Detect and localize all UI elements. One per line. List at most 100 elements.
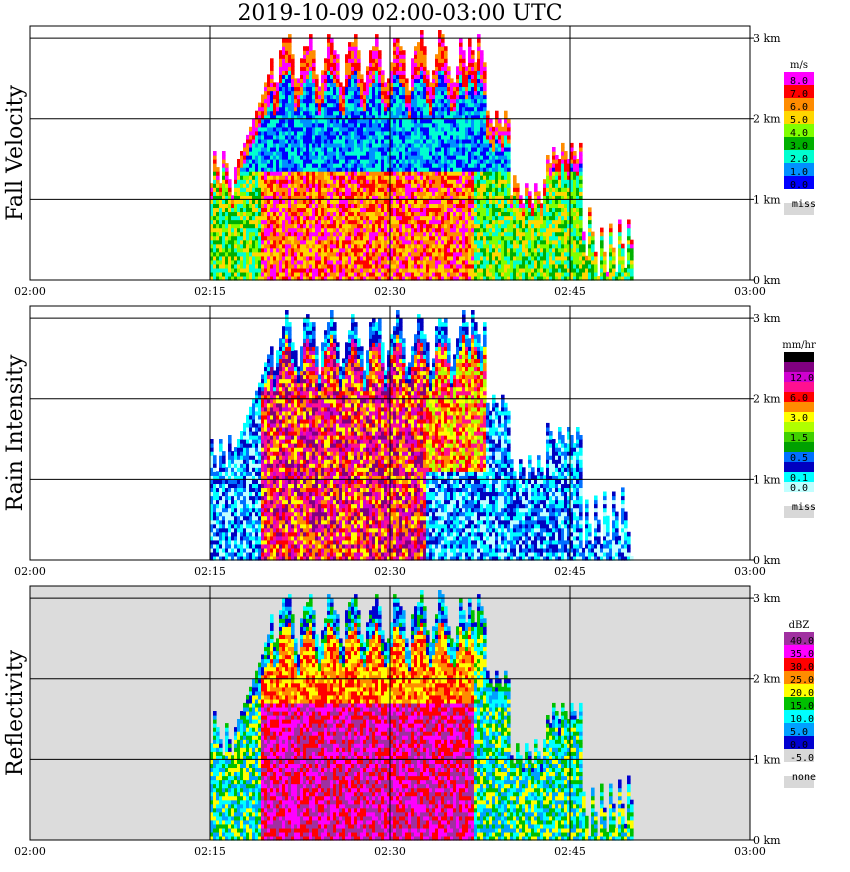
data-cell xyxy=(231,276,235,281)
data-cell xyxy=(228,263,232,269)
data-cell xyxy=(453,187,457,192)
data-cell xyxy=(435,66,439,71)
data-cell xyxy=(213,211,217,217)
data-cell xyxy=(447,239,451,245)
data-cell xyxy=(510,276,514,281)
data-cell xyxy=(408,175,412,180)
data-cell xyxy=(432,171,436,176)
data-cell xyxy=(294,151,298,156)
data-cell xyxy=(267,86,271,92)
data-cell xyxy=(459,147,463,152)
data-cell xyxy=(375,70,379,75)
data-cell xyxy=(351,271,355,277)
data-cell xyxy=(363,159,367,164)
data-cell xyxy=(375,199,379,205)
data-cell xyxy=(441,271,445,277)
data-cell xyxy=(483,130,487,136)
data-cell xyxy=(270,243,274,249)
data-cell xyxy=(249,263,253,269)
data-cell xyxy=(327,271,331,277)
data-cell xyxy=(435,276,439,281)
data-cell xyxy=(465,199,469,205)
data-cell xyxy=(411,267,415,273)
data-cell xyxy=(438,231,442,237)
data-cell xyxy=(303,151,307,156)
data-cell xyxy=(228,187,232,192)
data-cell xyxy=(453,235,457,241)
data-cell xyxy=(390,267,394,273)
data-cell xyxy=(426,259,430,265)
data-cell xyxy=(294,199,298,205)
data-cell xyxy=(456,251,460,257)
data-cell xyxy=(288,239,292,245)
data-cell xyxy=(399,259,403,265)
data-cell xyxy=(486,251,490,257)
data-cell xyxy=(414,276,418,281)
data-cell xyxy=(222,175,226,180)
data-cell xyxy=(213,195,217,200)
data-cell xyxy=(405,219,409,225)
data-cell xyxy=(288,211,292,217)
data-cell xyxy=(441,106,445,112)
data-cell xyxy=(291,271,295,277)
data-cell xyxy=(468,118,472,124)
data-cell xyxy=(402,263,406,269)
data-cell xyxy=(450,267,454,273)
data-cell xyxy=(372,142,376,148)
data-cell xyxy=(369,263,373,269)
data-cell xyxy=(423,142,427,148)
data-cell xyxy=(288,94,292,100)
data-cell xyxy=(330,207,334,213)
data-cell xyxy=(288,255,292,261)
data-cell xyxy=(471,175,475,180)
data-cell xyxy=(270,255,274,261)
data-cell xyxy=(240,276,244,281)
data-cell xyxy=(435,138,439,144)
data-cell xyxy=(483,207,487,213)
data-cell xyxy=(474,227,478,233)
data-cell xyxy=(393,122,397,128)
data-cell xyxy=(459,134,463,140)
data-cell xyxy=(270,215,274,221)
data-cell xyxy=(339,155,343,160)
data-cell xyxy=(480,90,484,96)
data-cell xyxy=(480,267,484,273)
data-cell xyxy=(501,207,505,213)
data-cell xyxy=(357,215,361,221)
data-cell xyxy=(402,219,406,225)
data-cell xyxy=(330,74,334,80)
data-cell xyxy=(309,271,313,277)
data-cell xyxy=(435,126,439,132)
data-cell xyxy=(336,203,340,209)
data-cell xyxy=(345,147,349,152)
data-cell xyxy=(321,227,325,233)
data-cell xyxy=(216,267,220,273)
data-cell xyxy=(402,159,406,164)
data-cell xyxy=(258,231,262,237)
data-cell xyxy=(255,151,259,156)
data-cell xyxy=(345,126,349,132)
data-cell xyxy=(438,235,442,241)
data-cell xyxy=(387,215,391,221)
data-cell xyxy=(243,195,247,200)
data-cell xyxy=(252,267,256,273)
data-cell xyxy=(441,207,445,213)
data-cell xyxy=(471,106,475,112)
data-cell xyxy=(432,267,436,273)
data-cell xyxy=(216,255,220,261)
data-cell xyxy=(378,223,382,229)
data-cell xyxy=(318,90,322,96)
data-cell xyxy=(375,159,379,164)
data-cell xyxy=(378,231,382,237)
data-cell xyxy=(435,114,439,120)
data-cell xyxy=(246,223,250,229)
data-cell xyxy=(264,203,268,209)
data-cell xyxy=(420,86,424,92)
data-cell xyxy=(360,122,364,128)
data-cell xyxy=(390,215,394,221)
data-cell xyxy=(462,126,466,132)
data-cell xyxy=(432,86,436,92)
data-cell xyxy=(348,70,352,75)
data-cell xyxy=(474,251,478,257)
data-cell xyxy=(261,219,265,225)
